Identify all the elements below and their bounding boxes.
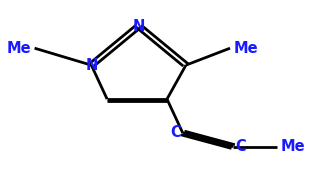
Text: Me: Me bbox=[7, 41, 32, 56]
Text: C: C bbox=[170, 126, 181, 141]
Text: Me: Me bbox=[280, 139, 305, 154]
Text: Me: Me bbox=[233, 41, 258, 56]
Text: N: N bbox=[132, 19, 145, 34]
Text: C: C bbox=[235, 139, 246, 154]
Text: N: N bbox=[85, 58, 98, 73]
